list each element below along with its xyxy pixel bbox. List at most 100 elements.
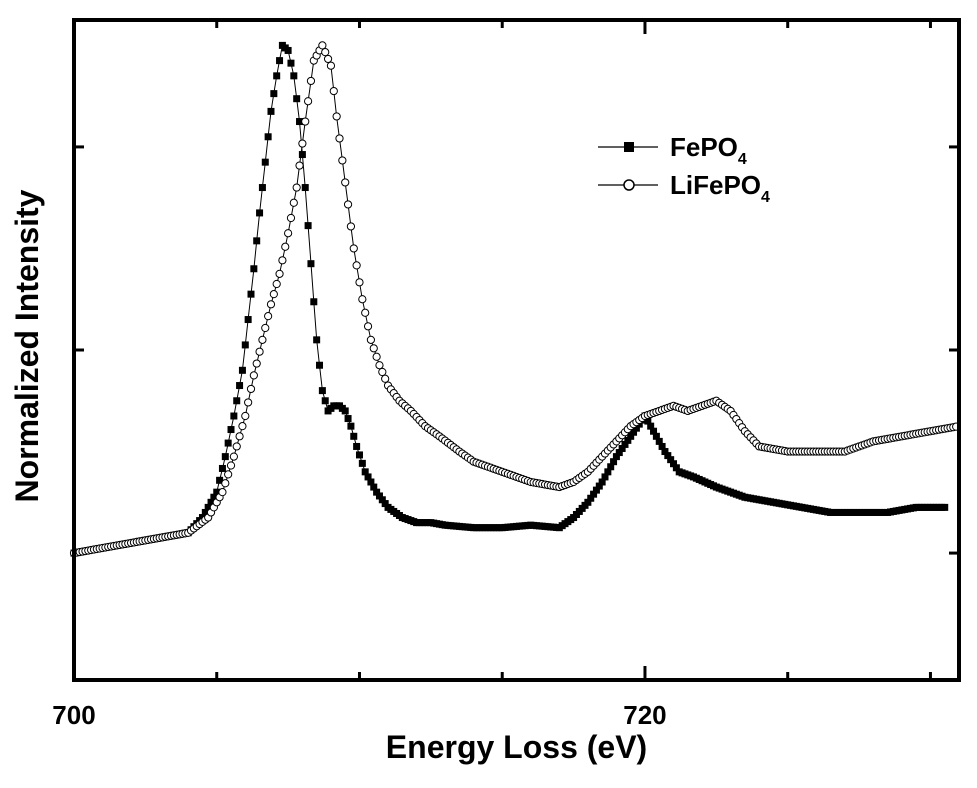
data-point-lifepo4 [278, 256, 287, 265]
data-point-lifepo4 [329, 86, 338, 96]
data-point-fepo4 [341, 407, 349, 415]
data-point-fepo4 [621, 440, 629, 448]
data-point-lifepo4 [261, 323, 270, 333]
data-point-fepo4 [284, 46, 292, 54]
data-point-fepo4 [233, 397, 241, 405]
data-point-lifepo4 [244, 398, 253, 407]
data-point-lifepo4 [358, 295, 367, 304]
data-point-fepo4 [941, 503, 949, 511]
data-point-fepo4 [650, 427, 658, 435]
data-point-fepo4 [658, 442, 666, 450]
data-point-fepo4 [627, 432, 635, 440]
data-point-lifepo4 [303, 97, 313, 106]
data-point-lifepo4 [281, 242, 290, 251]
data-point-fepo4 [290, 72, 298, 80]
x-tick-label-700: 700 [52, 700, 95, 730]
data-point-lifepo4 [381, 374, 390, 383]
data-point-fepo4 [364, 473, 372, 481]
data-point-fepo4 [241, 341, 249, 349]
data-point-lifepo4 [246, 384, 256, 394]
data-point-fepo4 [321, 397, 329, 405]
legend-label-lifepo4: LiFePO4 [670, 170, 770, 206]
data-point-fepo4 [216, 476, 224, 484]
legend-label-fepo4-subscript: 4 [738, 151, 747, 168]
data-point-lifepo4 [335, 134, 344, 143]
data-point-fepo4 [370, 483, 378, 491]
data-point-fepo4 [293, 95, 301, 103]
data-point-fepo4 [672, 464, 680, 472]
data-point-fepo4 [304, 222, 312, 230]
data-point-fepo4 [661, 448, 669, 456]
data-point-fepo4 [598, 478, 606, 486]
data-point-fepo4 [375, 492, 383, 500]
data-point-fepo4 [230, 412, 238, 420]
data-point-lifepo4 [252, 359, 261, 368]
data-point-fepo4 [310, 298, 318, 306]
data-point-fepo4 [601, 473, 609, 481]
series-layer [69, 41, 961, 558]
data-point-fepo4 [318, 387, 326, 395]
legend-item-lifepo4: LiFePO4 [598, 170, 770, 206]
data-point-lifepo4 [269, 290, 278, 299]
data-point-fepo4 [592, 486, 600, 494]
data-point-lifepo4 [229, 452, 238, 461]
data-point-fepo4 [316, 361, 324, 369]
data-point-lifepo4 [323, 54, 333, 64]
data-point-lifepo4 [289, 198, 298, 207]
y-axis-title: Normalized Intensity [9, 189, 45, 502]
data-point-fepo4 [373, 488, 381, 496]
data-point-lifepo4 [369, 344, 378, 353]
data-point-fepo4 [227, 426, 235, 434]
data-point-fepo4 [612, 453, 620, 461]
data-point-lifepo4 [375, 361, 384, 370]
data-point-lifepo4 [343, 200, 353, 209]
data-point-fepo4 [258, 184, 266, 192]
legend-marker-filled-square [624, 142, 634, 152]
data-point-lifepo4 [266, 300, 276, 309]
data-point-fepo4 [270, 90, 278, 98]
data-point-fepo4 [615, 449, 623, 457]
data-point-fepo4 [584, 498, 592, 506]
data-point-lifepo4 [321, 48, 330, 57]
data-point-fepo4 [361, 468, 369, 476]
data-point-lifepo4 [235, 432, 244, 441]
legend: FePO4 LiFePO4 [598, 132, 770, 206]
data-point-fepo4 [207, 498, 215, 506]
data-point-lifepo4 [292, 183, 301, 192]
data-point-fepo4 [655, 437, 663, 445]
data-point-fepo4 [273, 72, 281, 80]
data-point-fepo4 [253, 237, 261, 245]
data-point-fepo4 [238, 366, 246, 374]
series-fepo4 [70, 41, 949, 557]
data-point-fepo4 [367, 478, 375, 486]
data-point-lifepo4 [372, 352, 381, 361]
data-point-fepo4 [244, 316, 252, 324]
data-point-fepo4 [287, 59, 295, 67]
series-lifepo4 [69, 41, 961, 558]
data-point-lifepo4 [326, 61, 336, 70]
data-point-lifepo4 [249, 371, 258, 380]
data-point-lifepo4 [255, 347, 264, 356]
legend-label-fepo4: FePO4 [670, 132, 747, 168]
data-point-fepo4 [595, 482, 603, 490]
data-point-fepo4 [264, 133, 272, 141]
data-point-fepo4 [378, 496, 386, 504]
legend-marker-open-circle [623, 179, 635, 191]
x-axis-title: Energy Loss (eV) [386, 729, 647, 765]
data-point-lifepo4 [338, 156, 347, 165]
data-point-fepo4 [276, 57, 284, 65]
data-point-fepo4 [604, 468, 612, 476]
plot-frame [72, 18, 961, 682]
data-point-fepo4 [307, 260, 315, 268]
data-point-fepo4 [313, 336, 321, 344]
data-point-lifepo4 [295, 161, 304, 170]
data-point-lifepo4 [346, 222, 356, 231]
data-point-lifepo4 [363, 322, 373, 331]
data-point-lifepo4 [361, 308, 370, 317]
data-point-fepo4 [358, 459, 366, 467]
data-point-lifepo4 [298, 139, 307, 148]
data-point-fepo4 [218, 464, 226, 472]
data-point-fepo4 [632, 424, 640, 432]
data-point-fepo4 [647, 422, 655, 430]
